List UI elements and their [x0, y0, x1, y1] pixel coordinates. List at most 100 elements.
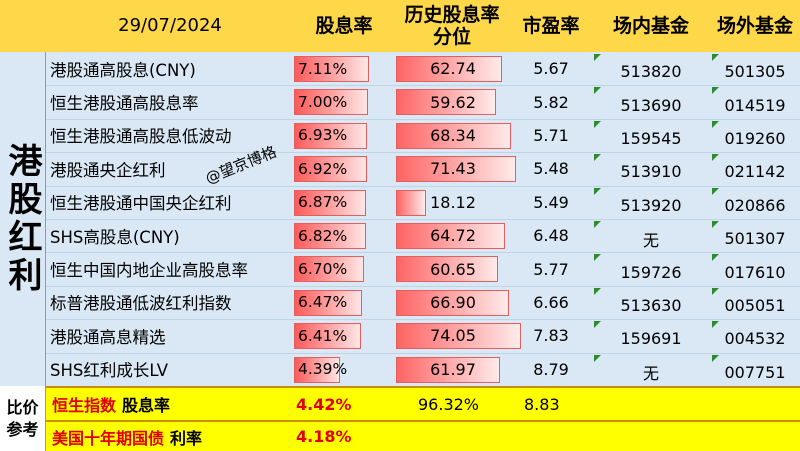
yield-value: 6.87%: [298, 193, 348, 212]
offexchange-fund-code: 005051: [724, 295, 786, 315]
hsi-suffix: 股息率: [122, 396, 171, 415]
table-row: SHS高股息(CNY) 6.82% 64.72 6.48 无 501307: [46, 219, 800, 252]
table-row: 恒生港股通高股息低波动 6.93% 68.34 5.71 159545 019260: [46, 119, 800, 152]
header-date: 29/07/2024: [118, 15, 222, 36]
index-name: 港股通央企红利: [50, 160, 166, 180]
pe-value: 5.77: [533, 259, 569, 279]
onexchange-fund-code: 159545: [620, 128, 682, 148]
index-name: 恒生港股通高股息率: [50, 94, 199, 114]
table-row: 港股通高息精选 6.41% 74.05 7.83 159691 004532: [46, 319, 800, 352]
offexchange-fund-code: 014519: [724, 95, 786, 115]
yield-value: 6.41%: [298, 326, 348, 345]
header-offexchange-fund: 场外基金: [716, 15, 793, 37]
table-row: 港股通高股息(CNY) 7.11% 62.74 5.67 513820 501305: [46, 52, 800, 85]
yield-value: 6.47%: [298, 293, 348, 312]
offexchange-fund-code: 501305: [724, 62, 786, 82]
cell-marker-icon: [712, 287, 719, 295]
offexchange-fund-code: 501307: [724, 229, 786, 249]
percentile-bar: [396, 56, 502, 82]
reference-label: 比价 参考: [0, 386, 46, 451]
yield-value: 7.11%: [298, 59, 348, 78]
onexchange-fund-code: 513630: [620, 295, 682, 315]
pe-value: 7.83: [533, 326, 569, 346]
reference-row-bond: 美国十年期国债 利率 4.18%: [46, 420, 800, 451]
offexchange-fund-code: 020866: [724, 195, 786, 215]
hsi-percentile: 96.32%: [418, 394, 480, 414]
yield-bar: [294, 223, 366, 249]
yield-value: 6.82%: [298, 226, 348, 245]
row-divider: [46, 185, 800, 187]
cell-marker-icon: [594, 187, 601, 195]
yield-bar: [294, 256, 364, 283]
percentile-value: 66.90: [430, 292, 476, 312]
percentile-bar: [396, 356, 500, 383]
percentile-bar: [396, 323, 521, 350]
row-divider: [46, 219, 800, 220]
onexchange-fund-code: 无: [642, 364, 659, 384]
onexchange-fund-code: 159691: [620, 329, 682, 349]
index-name: 标普港股通低波红利指数: [50, 294, 232, 314]
cell-marker-icon: [594, 354, 601, 362]
yield-bar: [294, 356, 340, 383]
table-row: 标普港股通低波红利指数 6.47% 66.90 6.66 513630 005051: [46, 286, 800, 319]
table-row: SHS红利成长LV 4.39% 61.97 8.79 无 007751: [46, 353, 800, 386]
percentile-value: 74.05: [430, 326, 476, 346]
offexchange-fund-code: 019260: [724, 128, 786, 148]
cell-marker-icon: [712, 221, 719, 228]
pe-value: 5.67: [533, 59, 569, 79]
row-divider: [46, 85, 800, 87]
onexchange-fund-code: 513920: [620, 195, 682, 215]
cell-marker-icon: [712, 254, 719, 262]
cell-marker-icon: [712, 54, 719, 61]
yield-bar: [294, 289, 362, 316]
yield-value: 6.70%: [298, 260, 348, 279]
header-onexchange-fund: 场内基金: [612, 15, 689, 37]
cell-marker-icon: [594, 154, 601, 162]
offexchange-fund-code: 004532: [724, 329, 786, 349]
offexchange-fund-code: 021142: [724, 162, 786, 182]
reference-row-hsi: 恒生指数 股息率 4.42% 96.32% 8.83: [46, 386, 800, 420]
cell-marker-icon: [712, 154, 719, 162]
yield-bar: [294, 156, 367, 183]
onexchange-fund-code: 513690: [620, 95, 682, 115]
percentile-bar: [396, 156, 516, 183]
cell-marker-icon: [594, 120, 601, 128]
percentile-bar: [396, 223, 505, 249]
cell-marker-icon: [594, 254, 601, 262]
cell-marker-icon: [594, 221, 601, 228]
table-row: 恒生中国内地企业高股息率 6.70% 60.65 5.77 159726 017610: [46, 252, 800, 285]
percentile-value: 60.65: [430, 259, 476, 279]
bond-suffix: 利率: [170, 428, 203, 448]
onexchange-fund-code: 513820: [620, 62, 682, 82]
cell-marker-icon: [712, 187, 719, 195]
onexchange-fund-code: 513910: [620, 162, 682, 182]
row-divider: [46, 352, 800, 354]
percentile-value: 64.72: [430, 226, 476, 246]
cell-marker-icon: [594, 54, 601, 61]
yield-value: 7.00%: [298, 93, 348, 112]
header-pe: 市盈率: [522, 15, 580, 37]
index-name: SHS红利成长LV: [50, 361, 169, 381]
yield-value: 4.39%: [298, 360, 348, 379]
percentile-bar: [396, 89, 496, 116]
cell-marker-icon: [712, 321, 719, 329]
index-name: 恒生港股通高股息低波动: [50, 127, 232, 147]
table-row: 恒生港股通中国央企红利 6.87% 18.12 5.49 513920 020866: [46, 186, 800, 219]
onexchange-fund-code: 无: [642, 230, 659, 250]
cell-marker-icon: [712, 354, 719, 362]
pe-value: 6.48: [533, 226, 569, 246]
pe-value: 5.82: [533, 92, 569, 112]
hsi-label: 恒生指数 股息率: [52, 388, 170, 420]
header-percentile: 历史股息率 分位: [404, 4, 500, 48]
yield-bar: [294, 122, 367, 149]
pe-value: 5.48: [533, 159, 569, 179]
yield-bar: [294, 89, 368, 116]
percentile-value: 59.62: [430, 92, 476, 112]
percentile-bar: [396, 122, 511, 149]
offexchange-fund-code: 017610: [724, 262, 786, 282]
hsi-pe: 8.83: [524, 394, 560, 414]
group-label: 港股红利: [2, 143, 42, 295]
row-divider: [46, 285, 800, 287]
pe-value: 8.79: [533, 359, 569, 379]
pe-value: 5.49: [533, 192, 569, 212]
